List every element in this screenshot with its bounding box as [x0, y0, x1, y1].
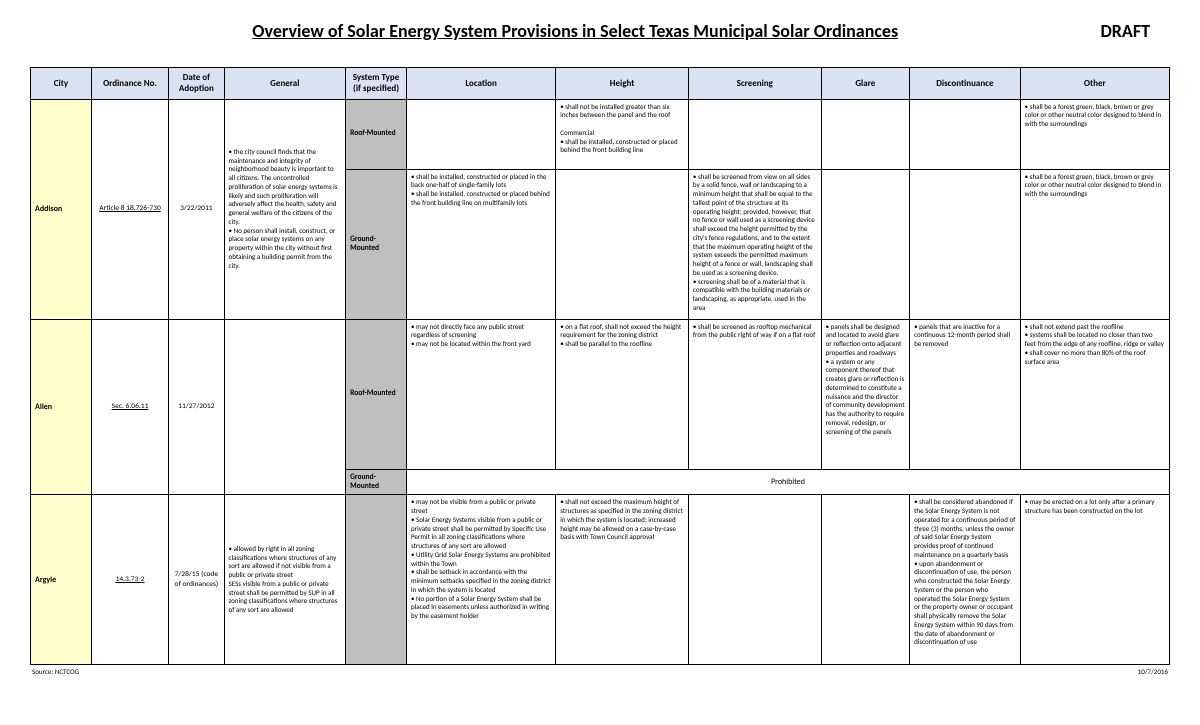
glare-cell: • panels shall be designed and located t…	[821, 319, 909, 469]
glare-cell	[821, 169, 909, 319]
other-cell: • shall be a forest green, black, brown …	[1020, 99, 1169, 169]
location-cell: • may not directly face any public stree…	[406, 319, 555, 469]
screening-cell	[688, 99, 821, 169]
glare-cell	[821, 99, 909, 169]
type-cell: Roof-Mounted	[346, 319, 407, 469]
ordinance-cell: Sec. 6.06.11	[91, 319, 168, 495]
col-other: Other	[1020, 68, 1169, 100]
date-cell: 3/22/2011	[169, 99, 224, 319]
col-glare: Glare	[821, 68, 909, 100]
other-cell: • shall not extend past the roofline • s…	[1020, 319, 1169, 469]
col-discontinuance: Discontinuance	[910, 68, 1021, 100]
page-title: Overview of Solar Energy System Provisio…	[50, 20, 1100, 42]
col-ordinance: Ordinance No.	[91, 68, 168, 100]
col-height: Height	[556, 68, 689, 100]
disc-cell: • shall be considered abandoned if the S…	[910, 495, 1021, 665]
type-cell: Ground-Mounted	[346, 169, 407, 319]
date-cell: 7/28/15 (code of ordinances)	[169, 495, 224, 665]
type-cell	[346, 495, 407, 665]
header-row: City Ordinance No. Date of Adoption Gene…	[31, 68, 1170, 100]
height-cell: • shall not be installed greater than si…	[556, 99, 689, 169]
col-systemtype: System Type (if specified)	[346, 68, 407, 100]
ordinance-cell: Article 8 18.726-730	[91, 99, 168, 319]
general-cell: • the city council finds that the mainte…	[224, 99, 346, 319]
general-cell: • allowed by right in all zoning classif…	[224, 495, 346, 665]
screening-cell	[688, 495, 821, 665]
table-row: Argyle 14.3.73-2 7/28/15 (code of ordina…	[31, 495, 1170, 665]
type-cell: Roof-Mounted	[346, 99, 407, 169]
location-cell: • may not be visible from a public or pr…	[406, 495, 555, 665]
city-cell: Addison	[31, 99, 92, 319]
table-row: Addison Article 8 18.726-730 3/22/2011 •…	[31, 99, 1170, 169]
height-cell	[556, 169, 689, 319]
footer-source: Source: NCTCOG	[32, 667, 79, 676]
glare-cell	[821, 495, 909, 665]
table-row: Allen Sec. 6.06.11 11/27/2012 Roof-Mount…	[31, 319, 1170, 469]
location-cell: • shall be installed, constructed or pla…	[406, 169, 555, 319]
prohibited-cell: Prohibited	[406, 469, 1169, 495]
col-general: General	[224, 68, 346, 100]
height-cell: • shall not exceed the maximum height of…	[556, 495, 689, 665]
city-cell: Allen	[31, 319, 92, 495]
other-cell: • shall be a forest green, black, brown …	[1020, 169, 1169, 319]
date-cell: 11/27/2012	[169, 319, 224, 495]
general-cell	[224, 319, 346, 495]
ordinance-cell: 14.3.73-2	[91, 495, 168, 665]
col-city: City	[31, 68, 92, 100]
col-screening: Screening	[688, 68, 821, 100]
ordinance-table: City Ordinance No. Date of Adoption Gene…	[30, 67, 1170, 665]
disc-cell	[910, 169, 1021, 319]
col-date: Date of Adoption	[169, 68, 224, 100]
footer: Source: NCTCOG 10/7/2016	[30, 667, 1170, 676]
city-cell: Argyle	[31, 495, 92, 665]
screening-cell: • shall be screened as rooftop mechanica…	[688, 319, 821, 469]
other-cell: • may be erected on a lot only after a p…	[1020, 495, 1169, 665]
screening-cell: • shall be screened from view on all sid…	[688, 169, 821, 319]
footer-date: 10/7/2016	[1138, 667, 1168, 676]
location-cell	[406, 99, 555, 169]
type-cell: Ground-Mounted	[346, 469, 407, 495]
height-cell: • on a flat roof, shall not exceed the h…	[556, 319, 689, 469]
disc-cell: • panels that are inactive for a continu…	[910, 319, 1021, 469]
col-location: Location	[406, 68, 555, 100]
draft-label: DRAFT	[1100, 20, 1150, 42]
disc-cell	[910, 99, 1021, 169]
